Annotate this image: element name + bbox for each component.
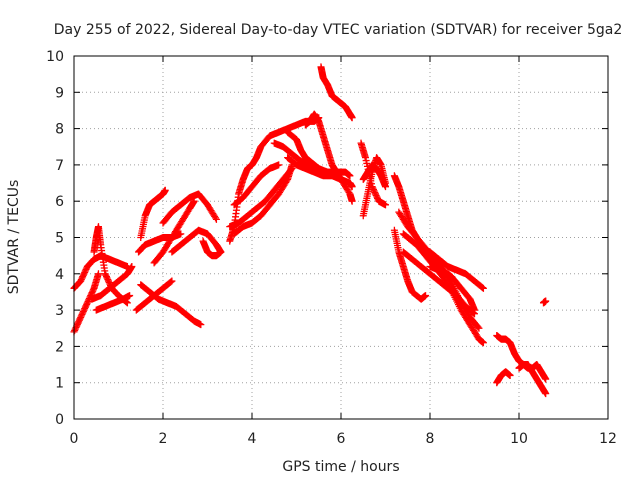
series-arc-d <box>88 263 136 303</box>
data-point <box>217 248 225 256</box>
series-arc-ak <box>539 297 550 307</box>
series-arc-a <box>70 252 131 292</box>
chart-title: Day 255 of 2022, Sidereal Day-to-day VTE… <box>54 22 623 38</box>
series-arc-j <box>150 197 198 267</box>
series-arc-q <box>230 161 296 238</box>
series-arc-w <box>317 63 356 122</box>
y-tick-label: 9 <box>55 85 64 101</box>
data-point <box>348 114 356 122</box>
data-point <box>346 172 354 180</box>
data-point <box>382 183 389 191</box>
x-tick-label: 0 <box>70 431 79 447</box>
data-point <box>542 390 550 398</box>
data-point <box>177 230 185 238</box>
y-tick-label: 3 <box>55 303 64 319</box>
x-tick-label: 6 <box>337 431 346 447</box>
data-point <box>471 306 478 314</box>
data-point <box>474 323 482 331</box>
series-arc-g <box>135 230 185 256</box>
y-tick-label: 1 <box>55 376 64 392</box>
data-point <box>382 201 389 209</box>
y-tick-label: 2 <box>55 339 64 355</box>
y-tick-label: 0 <box>55 412 64 428</box>
series-arc-ag <box>426 263 478 314</box>
data-point <box>479 284 487 292</box>
data-point <box>212 214 220 222</box>
x-axis-label: GPS time / hours <box>282 459 399 475</box>
x-tick-label: 10 <box>510 431 528 447</box>
series-arc-af <box>390 226 430 303</box>
series-arc-i <box>132 277 176 314</box>
data-point <box>126 292 134 300</box>
series-arc-ae <box>399 248 478 318</box>
data-point <box>161 186 169 194</box>
y-tick-label: 10 <box>46 49 64 65</box>
series-arc-f <box>137 186 169 241</box>
series-arc-v <box>284 128 323 173</box>
data-points <box>70 63 550 398</box>
series-arc-b <box>70 270 102 336</box>
x-tick-label: 8 <box>426 431 435 447</box>
data-point <box>128 263 136 271</box>
data-point <box>348 197 356 205</box>
data-point <box>475 324 483 332</box>
y-tick-label: 7 <box>55 158 64 174</box>
data-point <box>542 297 550 305</box>
y-tick-label: 8 <box>55 122 64 138</box>
data-point <box>479 284 487 292</box>
y-tick-label: 6 <box>55 194 64 210</box>
data-point <box>94 270 102 278</box>
y-axis-label: SDTVAR / TECUs <box>6 180 22 295</box>
series-arc-aj <box>515 361 550 398</box>
data-point <box>212 215 220 223</box>
data-point <box>422 292 430 300</box>
data-point <box>275 161 283 169</box>
series-arc-e <box>92 292 134 314</box>
data-point <box>542 375 550 383</box>
series-arc-p <box>230 161 283 209</box>
series-arc-ai <box>493 368 514 387</box>
data-point <box>167 278 175 286</box>
y-tick-label: 4 <box>55 267 64 283</box>
series-arc-k <box>159 190 220 227</box>
series-arc-m <box>199 237 225 260</box>
x-tick-label: 2 <box>159 431 168 447</box>
x-tick-label: 12 <box>599 431 617 447</box>
data-point <box>168 277 176 285</box>
data-point <box>506 371 514 379</box>
data-point <box>315 165 323 173</box>
series-arc-u <box>301 110 356 205</box>
data-point <box>197 321 205 329</box>
data-point <box>479 339 487 347</box>
series-arc-z <box>357 139 389 209</box>
y-tick-label: 5 <box>55 231 64 247</box>
x-tick-label: 4 <box>248 431 257 447</box>
data-point <box>348 183 356 191</box>
